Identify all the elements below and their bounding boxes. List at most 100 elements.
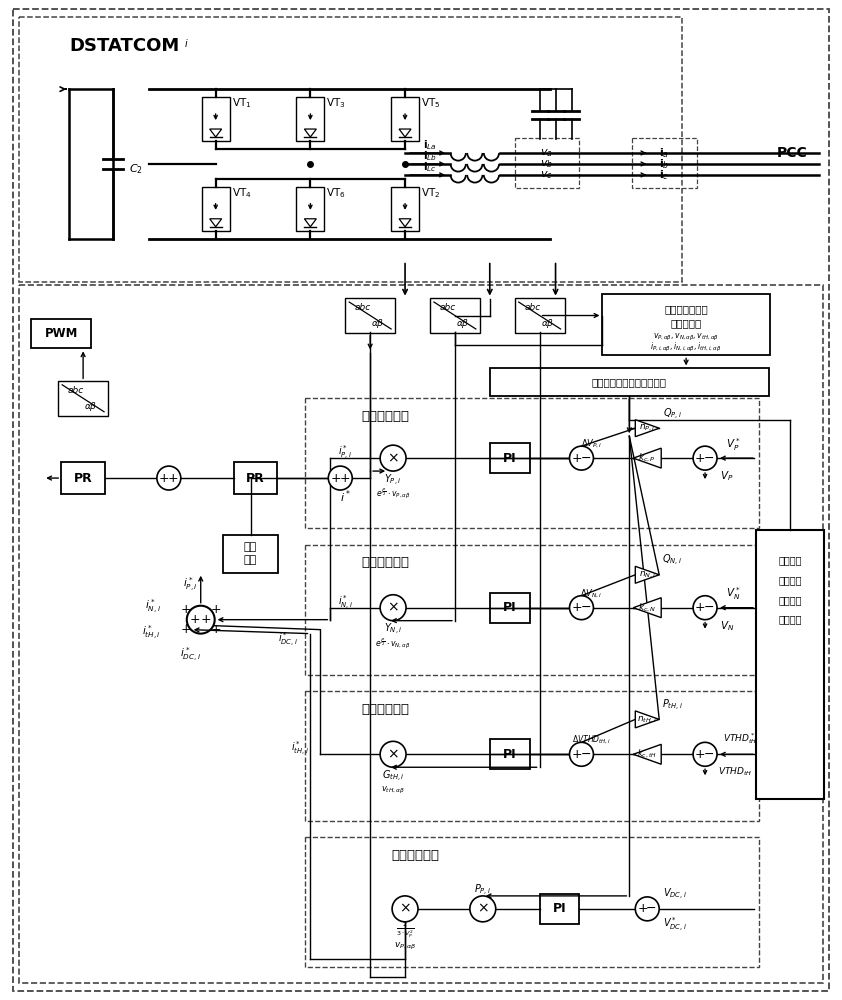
Text: $n_{P,i}$: $n_{P,i}$ [639, 423, 655, 433]
Circle shape [636, 897, 659, 921]
Text: $\mathbf{i}_{Lb}$: $\mathbf{i}_{Lb}$ [423, 149, 437, 163]
Circle shape [470, 896, 496, 922]
Text: $\Delta V_{N,i}$: $\Delta V_{N,i}$ [580, 588, 603, 600]
Text: +: + [572, 452, 582, 465]
Text: PI: PI [503, 452, 516, 465]
Circle shape [569, 446, 594, 470]
Text: PI: PI [503, 748, 516, 761]
Text: +: + [180, 603, 191, 616]
Polygon shape [305, 129, 317, 137]
Bar [602, 294, 770, 355]
Bar [296, 187, 324, 231]
Text: $\alpha\beta$: $\alpha\beta$ [541, 317, 554, 330]
Text: 幅値: 幅値 [244, 542, 257, 552]
Text: +: + [695, 601, 706, 614]
Text: VT$_6$: VT$_6$ [327, 186, 346, 200]
Text: $v_b$: $v_b$ [540, 158, 553, 170]
Bar [306, 545, 759, 675]
Bar [306, 691, 759, 821]
Text: +: + [200, 613, 211, 626]
Text: $e^{j\frac{\pi}{2}}\cdot v_{P,\alpha\beta}$: $e^{j\frac{\pi}{2}}\cdot v_{P,\alpha\bet… [376, 487, 410, 501]
Bar [391, 187, 419, 231]
Text: $\mathbf{i}_b$: $\mathbf{i}_b$ [659, 157, 669, 171]
Text: VT$_4$: VT$_4$ [232, 186, 252, 200]
Bar [19, 17, 682, 282]
Text: $V_N$: $V_N$ [720, 619, 734, 633]
Text: $Y_{N,i}$: $Y_{N,i}$ [384, 622, 402, 637]
Text: $C_2$: $C_2$ [129, 162, 143, 176]
Text: $\mathbf{i}_{Lc}$: $\mathbf{i}_{Lc}$ [424, 160, 437, 174]
Text: 序谐波提取: 序谐波提取 [670, 318, 701, 328]
Text: $i_{P,i}^*$: $i_{P,i}^*$ [184, 576, 198, 594]
Text: $V_P^*$: $V_P^*$ [726, 436, 740, 453]
Text: DSTATCOM: DSTATCOM [69, 37, 179, 55]
Bar [514, 298, 564, 333]
Text: $\mathbf{i}_a$: $\mathbf{i}_a$ [659, 146, 669, 160]
Text: abc: abc [68, 386, 84, 395]
Text: −: − [646, 902, 657, 915]
Circle shape [693, 742, 717, 766]
Bar [345, 298, 395, 333]
Text: $k_{c,P}$: $k_{c,P}$ [638, 452, 656, 464]
Text: $V_{DC,i}$: $V_{DC,i}$ [663, 887, 687, 902]
Bar [490, 739, 530, 769]
Text: $VTHD_{tH}^*$: $VTHD_{tH}^*$ [722, 731, 757, 746]
Polygon shape [210, 129, 221, 137]
Circle shape [392, 896, 418, 922]
Text: +: + [159, 472, 169, 485]
Text: $i_{N,i}^*$: $i_{N,i}^*$ [145, 598, 161, 616]
Polygon shape [210, 219, 221, 227]
Text: $Q_{P,i}$: $Q_{P,i}$ [663, 407, 682, 422]
Text: $\alpha\beta$: $\alpha\beta$ [456, 317, 470, 330]
Bar [202, 187, 230, 231]
Text: $\alpha\beta$: $\alpha\beta$ [84, 400, 98, 413]
Text: +: + [189, 613, 200, 626]
Text: PR: PR [246, 472, 265, 485]
Bar [296, 97, 324, 141]
Text: PCC: PCC [777, 146, 807, 160]
Text: −: − [704, 601, 715, 614]
Text: $VTHD_{tH}$: $VTHD_{tH}$ [717, 766, 752, 778]
Bar [514, 138, 579, 188]
Text: $v_{P,\alpha\beta}$: $v_{P,\alpha\beta}$ [394, 941, 416, 952]
Text: +: + [168, 472, 179, 485]
Polygon shape [636, 566, 659, 583]
Text: +: + [695, 452, 706, 465]
Text: 电压电流正序负: 电压电流正序负 [664, 305, 708, 315]
Text: $\times$: $\times$ [387, 747, 399, 761]
Bar [202, 97, 230, 141]
Bar [391, 97, 419, 141]
Circle shape [569, 742, 594, 766]
Text: +: + [330, 472, 341, 485]
Text: $i_{N,i}^*$: $i_{N,i}^*$ [338, 594, 354, 612]
Bar [756, 530, 823, 799]
Circle shape [187, 606, 215, 634]
Text: +: + [572, 748, 582, 761]
Text: +: + [210, 603, 221, 616]
Bar [632, 138, 697, 188]
Bar [540, 894, 579, 924]
Text: $\frac{2}{3\cdot V_P^2}$: $\frac{2}{3\cdot V_P^2}$ [396, 921, 414, 940]
Text: PI: PI [552, 902, 567, 915]
Text: 序、谐波: 序、谐波 [778, 575, 802, 585]
Text: +: + [339, 472, 349, 485]
Text: 负序电压补偃: 负序电压补偃 [361, 556, 409, 569]
Bar [222, 535, 279, 573]
Circle shape [693, 596, 717, 620]
Bar [490, 368, 769, 396]
Text: abc: abc [355, 303, 371, 312]
Text: $v_{P,\alpha\beta}, v_{N,\alpha\beta}, v_{tH,\alpha\beta}$: $v_{P,\alpha\beta}, v_{N,\alpha\beta}, v… [653, 332, 719, 343]
Text: −: − [704, 748, 715, 761]
Text: $i_{tH,i}^*$: $i_{tH,i}^*$ [290, 740, 308, 758]
Text: $i_{DC,i}^*$: $i_{DC,i}^*$ [180, 646, 201, 664]
Text: VT$_1$: VT$_1$ [232, 96, 251, 110]
Text: $i_{P,i}^*$: $i_{P,i}^*$ [338, 444, 353, 462]
Text: abc: abc [525, 303, 541, 312]
Text: $\times$: $\times$ [477, 902, 488, 916]
Bar [19, 285, 823, 983]
Text: $v_a$: $v_a$ [541, 147, 553, 159]
Text: abc: abc [440, 303, 456, 312]
Bar [490, 443, 530, 473]
Text: PR: PR [74, 472, 93, 485]
Polygon shape [633, 598, 661, 618]
